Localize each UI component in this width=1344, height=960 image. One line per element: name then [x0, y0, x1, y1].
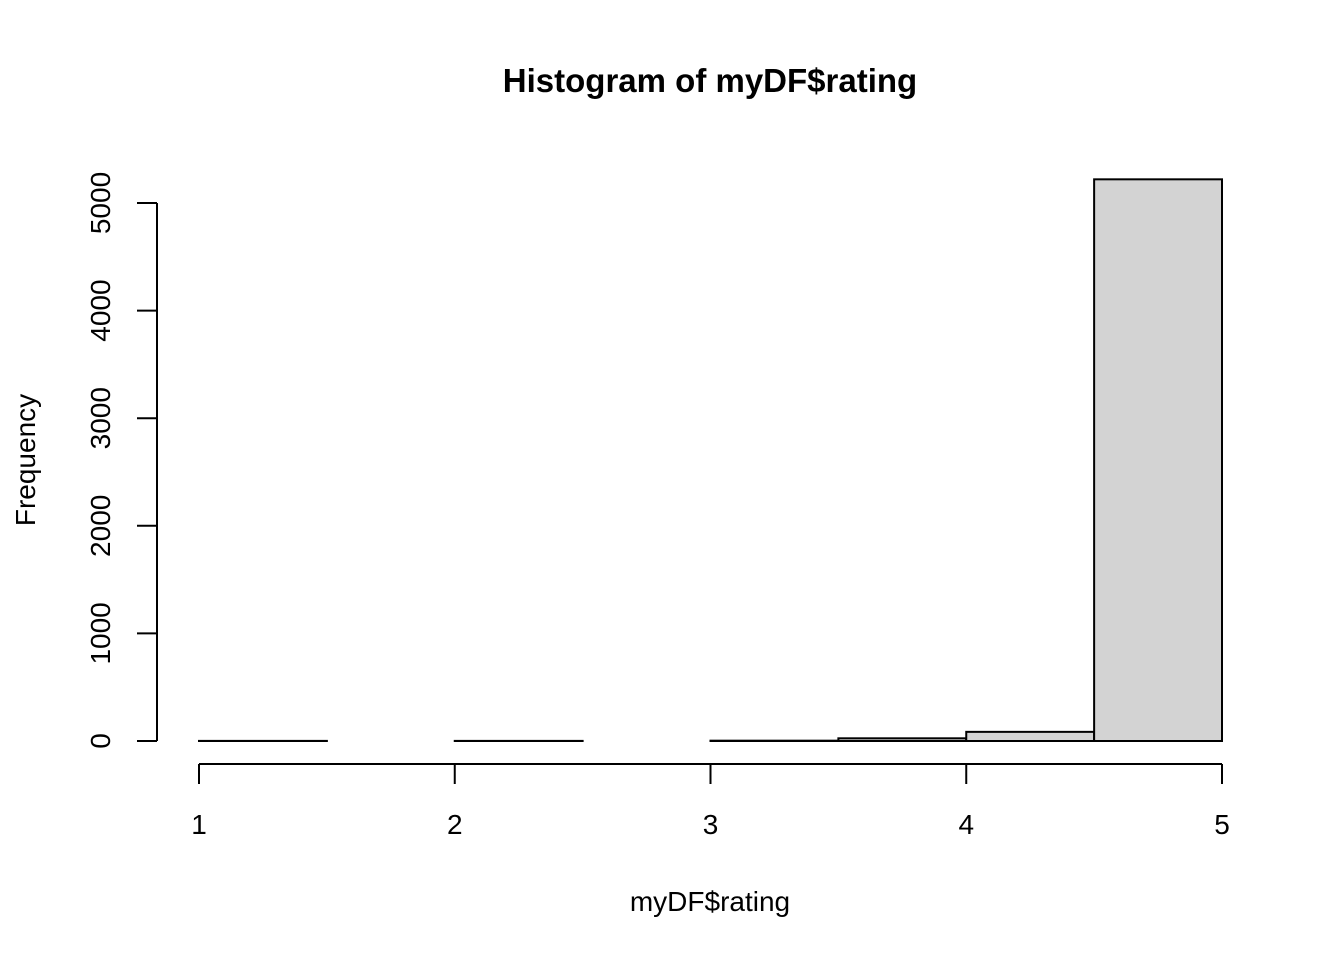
x-axis: 1 2 3 4 5 — [191, 763, 1230, 840]
x-tick-label: 5 — [1214, 809, 1230, 840]
y-tick-label: 3000 — [85, 387, 116, 449]
x-tick-label: 2 — [447, 809, 463, 840]
histogram-bar-6 — [837, 737, 968, 742]
y-axis: 0 1000 2000 3000 4000 5000 — [85, 172, 158, 749]
y-tick-label: 4000 — [85, 279, 116, 341]
x-axis-label: myDF$rating — [630, 886, 790, 917]
x-tick-label: 1 — [191, 809, 207, 840]
x-tick-label: 4 — [958, 809, 974, 840]
histogram-bar-8 — [1093, 178, 1223, 742]
x-tick-label: 3 — [703, 809, 719, 840]
y-tick-label: 0 — [85, 733, 116, 749]
y-tick-label: 5000 — [85, 172, 116, 234]
y-tick-label: 2000 — [85, 495, 116, 557]
chart-title: Histogram of myDF$rating — [503, 62, 917, 99]
bars-group — [198, 178, 1223, 743]
y-axis-label: Frequency — [10, 394, 41, 526]
histogram-bar-7 — [965, 730, 1096, 743]
y-tick-label: 1000 — [85, 602, 116, 664]
